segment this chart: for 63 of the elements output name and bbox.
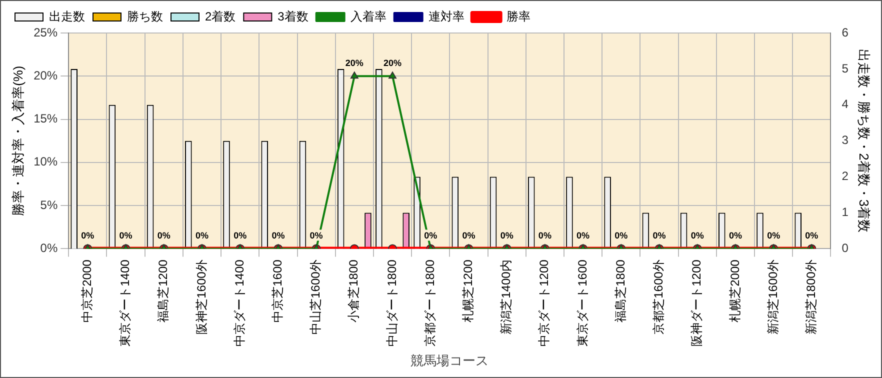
x-tick-label: 新潟芝1600外 bbox=[766, 260, 780, 334]
y2-axis-title: 出走数・勝ち数・2着数・3着数 bbox=[856, 49, 872, 233]
y2-tick-label: 1 bbox=[842, 205, 849, 220]
data-label: 0% bbox=[462, 230, 476, 241]
x-tick-label: 中山ダート1800 bbox=[384, 259, 399, 346]
legend-label: 2着数 bbox=[205, 9, 236, 24]
y2-tick-label: 4 bbox=[842, 97, 849, 112]
x-tick-label: 小倉芝1800 bbox=[346, 259, 361, 322]
data-label: 0% bbox=[195, 230, 208, 241]
data-label: 0% bbox=[690, 230, 704, 241]
x-tick-label: 京都芝1600外 bbox=[652, 260, 666, 334]
legend-label: 連対率 bbox=[428, 9, 464, 24]
y-tick-label: 0% bbox=[40, 241, 58, 256]
legend-label: 入着率 bbox=[350, 9, 386, 24]
x-tick-label: 阪神ダート1200 bbox=[690, 259, 704, 346]
x-tick-label: 阪神芝1600外 bbox=[194, 260, 208, 334]
x-tick-label: 福島芝1800 bbox=[613, 259, 628, 322]
x-tick-label: 東京ダート1600 bbox=[575, 259, 590, 346]
data-label: 0% bbox=[652, 230, 666, 241]
legend-label: 勝ち数 bbox=[127, 9, 163, 24]
x-axis-title: 競馬場コース bbox=[410, 352, 489, 368]
data-label: 0% bbox=[424, 230, 438, 241]
y2-tick-label: 6 bbox=[842, 25, 849, 40]
y-tick-label: 5% bbox=[40, 198, 58, 212]
data-label: 0% bbox=[81, 230, 94, 241]
data-label: 0% bbox=[157, 230, 170, 241]
x-tick-label: 東京ダート1400 bbox=[118, 259, 132, 346]
y2-tick-label: 5 bbox=[842, 61, 849, 76]
y-axis-title: 勝率・連対率・入着率(%) bbox=[10, 66, 26, 216]
data-label: 0% bbox=[119, 230, 132, 241]
data-label: 0% bbox=[310, 230, 323, 241]
y2-tick-label: 2 bbox=[842, 169, 849, 184]
y2-tick-label: 0 bbox=[842, 241, 849, 256]
y2-tick-label: 3 bbox=[842, 133, 849, 148]
data-label: 20% bbox=[384, 58, 402, 68]
x-tick-label: 福島芝1200 bbox=[156, 259, 170, 322]
legend-label: 出走数 bbox=[49, 9, 85, 24]
x-tick-label: 京都ダート1800 bbox=[422, 259, 437, 346]
x-tick-label: 新潟芝1400内 bbox=[499, 260, 514, 334]
data-label: 0% bbox=[234, 230, 247, 241]
data-label: 0% bbox=[805, 230, 818, 241]
y-tick-label: 20% bbox=[34, 68, 58, 82]
y-tick-label: 25% bbox=[34, 25, 58, 40]
x-tick-label: 札幌芝1200 bbox=[461, 259, 476, 322]
x-tick-label: 中京ダート1200 bbox=[537, 259, 552, 346]
x-tick-label: 中京芝1600 bbox=[270, 259, 285, 322]
legend-label: 勝率 bbox=[506, 9, 530, 24]
y-tick-label: 15% bbox=[34, 112, 58, 126]
data-label: 0% bbox=[500, 230, 514, 241]
x-tick-label: 新潟芝1800外 bbox=[804, 260, 818, 334]
x-tick-label: 中京ダート1400 bbox=[232, 259, 246, 346]
x-tick-label: 札幌芝2000 bbox=[728, 259, 742, 322]
data-label: 0% bbox=[767, 230, 780, 241]
data-label: 0% bbox=[538, 230, 552, 241]
y-tick-label: 10% bbox=[34, 154, 58, 169]
x-tick-label: 中京芝2000 bbox=[80, 259, 94, 322]
legend-label: 3着数 bbox=[278, 9, 308, 24]
data-label: 20% bbox=[345, 58, 364, 68]
data-label: 0% bbox=[576, 230, 590, 241]
data-label: 0% bbox=[272, 230, 285, 241]
data-label: 0% bbox=[728, 230, 742, 241]
x-tick-label: 中山芝1600外 bbox=[308, 260, 323, 334]
data-label: 0% bbox=[614, 230, 628, 241]
